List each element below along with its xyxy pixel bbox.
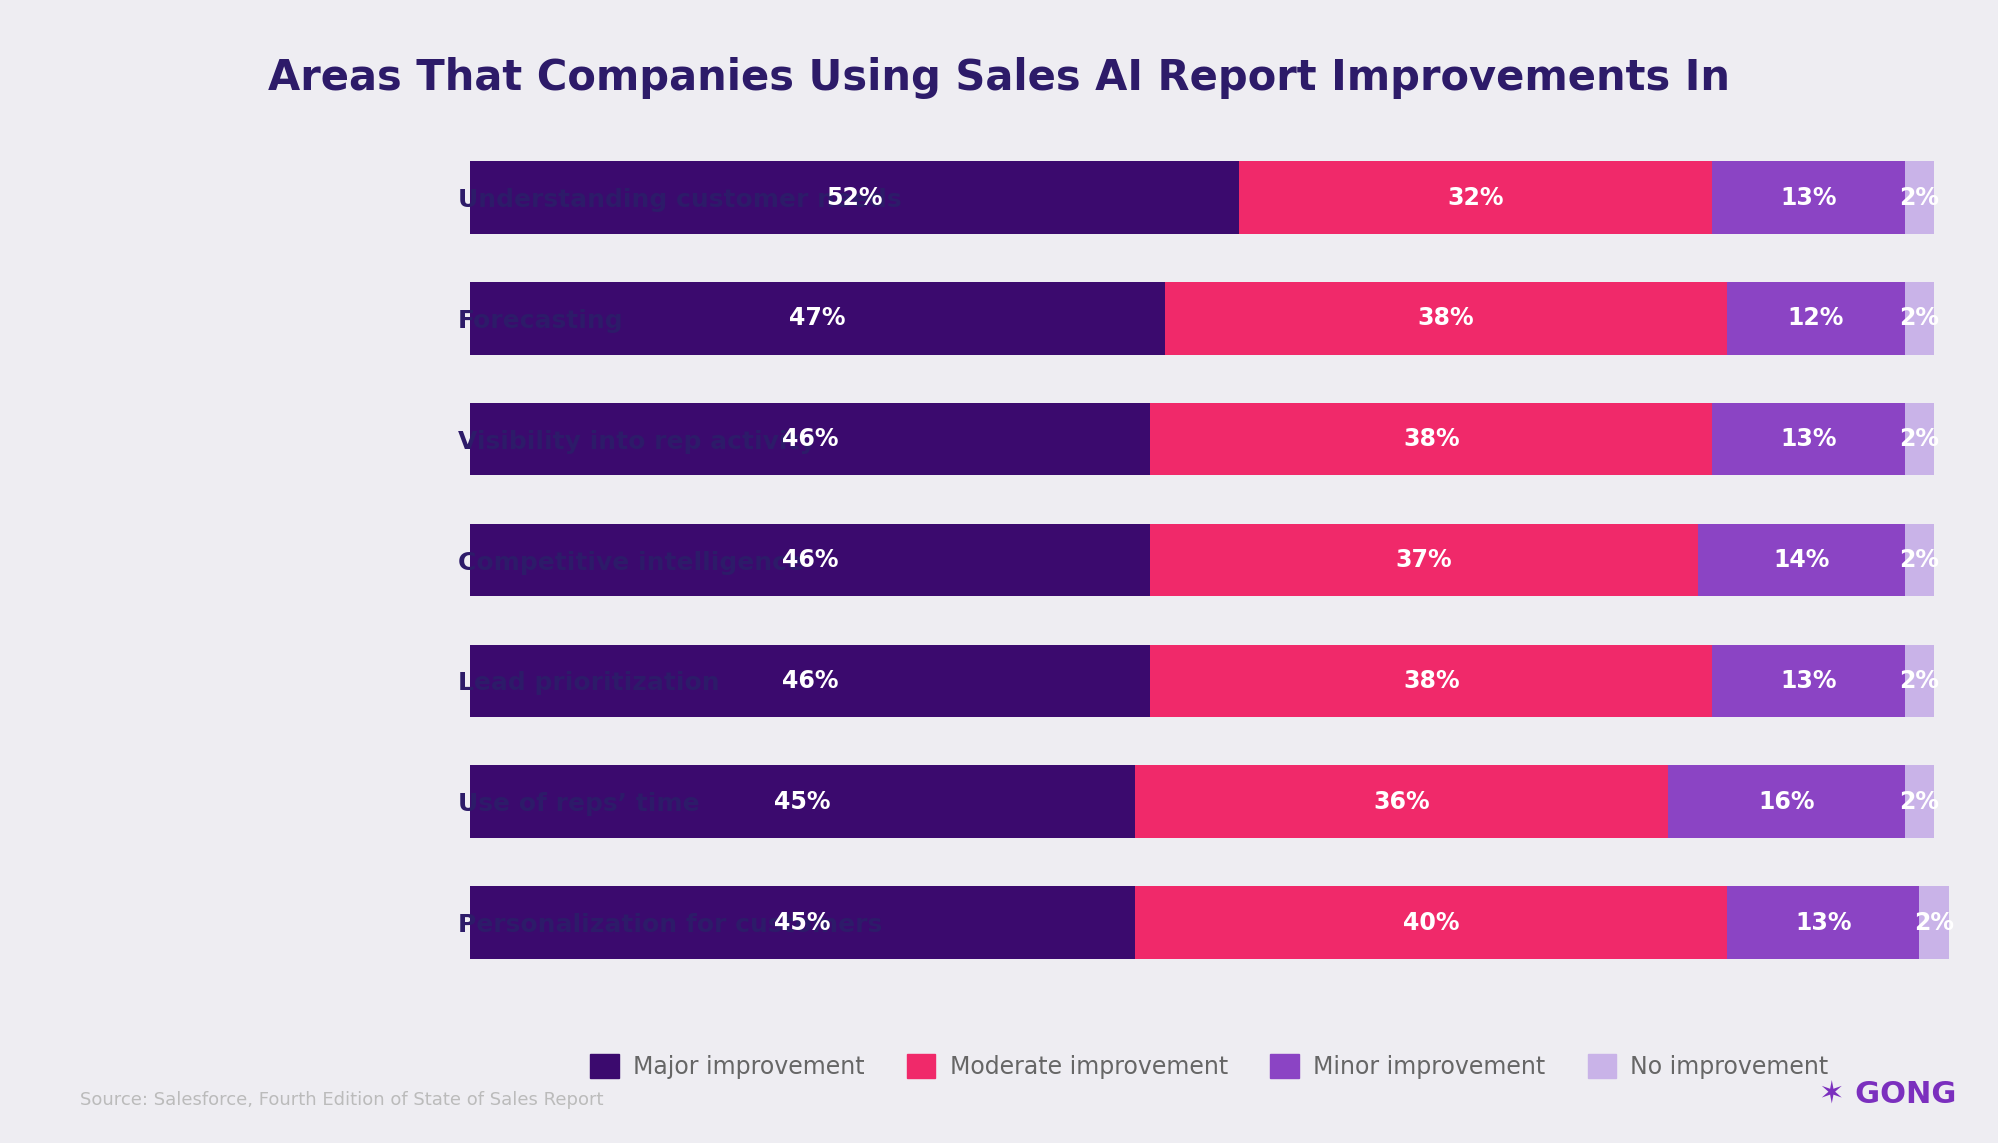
Text: 12%: 12%	[1786, 306, 1844, 330]
Text: 2%: 2%	[1898, 549, 1938, 572]
Legend: Major improvement, Moderate improvement, Minor improvement, No improvement: Major improvement, Moderate improvement,…	[589, 1054, 1828, 1079]
Text: 36%: 36%	[1373, 790, 1429, 814]
Text: 2%: 2%	[1898, 306, 1938, 330]
Bar	[470, 161, 1239, 234]
Bar	[470, 645, 1149, 717]
Text: 46%: 46%	[781, 427, 837, 451]
Text: 13%: 13%	[1794, 911, 1850, 935]
Bar	[1726, 282, 1904, 354]
Text: Source: Salesforce, Fourth Edition of State of Sales Report: Source: Salesforce, Fourth Edition of St…	[80, 1090, 603, 1109]
Bar	[470, 523, 1149, 597]
Bar	[470, 403, 1149, 475]
Text: 38%: 38%	[1403, 669, 1459, 693]
Text: 13%: 13%	[1780, 669, 1836, 693]
Bar	[1904, 645, 1934, 717]
Bar	[470, 282, 1165, 354]
Text: 2%: 2%	[1898, 669, 1938, 693]
Bar	[1712, 403, 1904, 475]
Text: 45%: 45%	[773, 790, 831, 814]
Bar	[470, 886, 1135, 959]
Text: 46%: 46%	[781, 549, 837, 572]
Text: 2%: 2%	[1914, 911, 1954, 935]
Text: 52%: 52%	[825, 185, 883, 209]
Bar	[1904, 282, 1934, 354]
Text: 46%: 46%	[781, 669, 837, 693]
Text: 38%: 38%	[1403, 427, 1459, 451]
Bar	[1135, 886, 1726, 959]
Bar	[470, 766, 1135, 838]
Text: 45%: 45%	[773, 911, 831, 935]
Bar	[1904, 766, 1934, 838]
Text: 38%: 38%	[1417, 306, 1475, 330]
Text: 47%: 47%	[789, 306, 845, 330]
Text: 2%: 2%	[1898, 185, 1938, 209]
Text: 32%: 32%	[1447, 185, 1502, 209]
Bar	[1712, 645, 1904, 717]
Bar	[1696, 523, 1904, 597]
Bar	[1904, 161, 1934, 234]
Bar	[1666, 766, 1904, 838]
Bar	[1712, 161, 1904, 234]
Text: 40%: 40%	[1403, 911, 1459, 935]
Bar	[1149, 645, 1712, 717]
Text: 16%: 16%	[1756, 790, 1814, 814]
Text: 13%: 13%	[1780, 185, 1836, 209]
Text: ✶ GONG: ✶ GONG	[1818, 1080, 1956, 1109]
Bar	[1135, 766, 1666, 838]
Text: 37%: 37%	[1395, 549, 1451, 572]
Bar	[1726, 886, 1918, 959]
Bar	[1149, 523, 1696, 597]
Text: Areas That Companies Using Sales AI Report Improvements In: Areas That Companies Using Sales AI Repo…	[268, 57, 1730, 99]
Bar	[1904, 403, 1934, 475]
Bar	[1904, 523, 1934, 597]
Bar	[1149, 403, 1712, 475]
Text: 14%: 14%	[1772, 549, 1828, 572]
Text: 13%: 13%	[1780, 427, 1836, 451]
Text: 2%: 2%	[1898, 790, 1938, 814]
Bar	[1239, 161, 1712, 234]
Text: 2%: 2%	[1898, 427, 1938, 451]
Bar	[1918, 886, 1948, 959]
Bar	[1165, 282, 1726, 354]
